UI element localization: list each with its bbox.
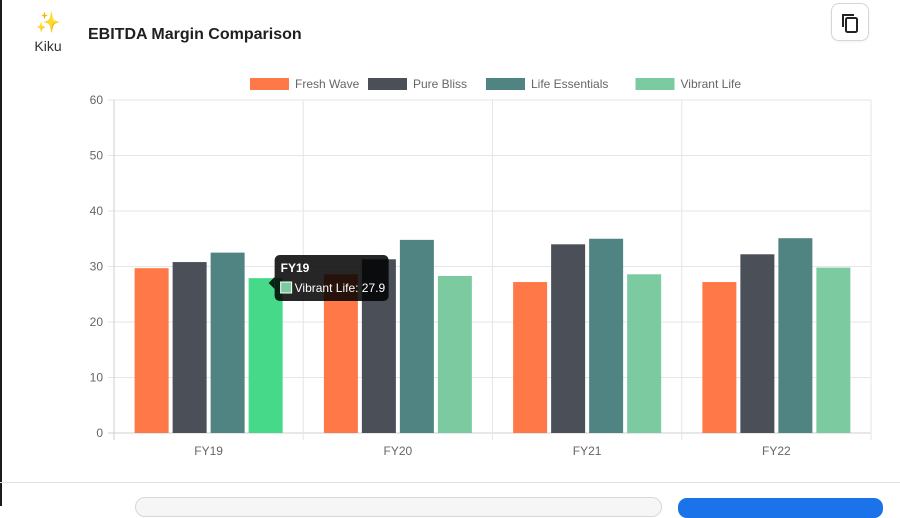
x-tick-label: FY22 bbox=[762, 444, 791, 458]
bar-fresh-wave-fy19 bbox=[134, 268, 169, 433]
x-tick-label: FY19 bbox=[194, 444, 223, 458]
tooltip: FY19 Vibrant Life: 27.9 bbox=[268, 255, 389, 301]
bar-fresh-wave-fy22 bbox=[702, 282, 737, 433]
legend-label: Life Essentials bbox=[531, 77, 608, 91]
tooltip-box bbox=[274, 255, 389, 301]
window-edge bbox=[0, 0, 2, 506]
y-tick-label: 60 bbox=[90, 93, 104, 107]
send-button[interactable] bbox=[678, 498, 883, 518]
bar-vibrant-life-fy19 bbox=[248, 278, 283, 433]
legend-swatch bbox=[250, 78, 289, 90]
y-tick-label: 40 bbox=[90, 204, 104, 218]
y-tick-label: 20 bbox=[90, 315, 104, 329]
bar-pure-bliss-fy22 bbox=[740, 254, 775, 433]
bar-pure-bliss-fy21 bbox=[551, 244, 586, 433]
footer-divider bbox=[0, 482, 900, 483]
bar-life-essentials-fy21 bbox=[589, 238, 624, 433]
x-tick-label: FY20 bbox=[384, 444, 413, 458]
tooltip-swatch bbox=[280, 281, 293, 294]
x-tick-label: FY21 bbox=[573, 444, 602, 458]
tooltip-title: FY19 bbox=[281, 261, 310, 275]
tooltip-label: Vibrant Life: 27.9 bbox=[295, 281, 386, 295]
bar-life-essentials-fy22 bbox=[778, 238, 813, 433]
legend-label: Fresh Wave bbox=[295, 77, 360, 91]
bar-chart: 0 10 20 30 40 50 60 FY19 FY20 FY21 FY22 Fresh Wave P… bbox=[90, 77, 872, 458]
legend-swatch bbox=[368, 78, 407, 90]
legend-label: Vibrant Life bbox=[681, 77, 742, 91]
bar-vibrant-life-fy21 bbox=[627, 274, 662, 433]
legend-swatch bbox=[635, 78, 675, 90]
app-name: Kiku bbox=[34, 38, 62, 54]
copy-button[interactable] bbox=[831, 3, 869, 41]
sparkles-icon: ✨ bbox=[35, 10, 61, 34]
y-tick-label: 50 bbox=[90, 149, 104, 163]
tooltip-caret bbox=[268, 277, 275, 289]
bar-vibrant-life-fy22 bbox=[816, 267, 851, 433]
legend-swatch bbox=[486, 78, 525, 90]
copy-icon bbox=[842, 14, 858, 33]
y-tick-label: 0 bbox=[96, 426, 103, 440]
y-tick-label: 30 bbox=[90, 260, 104, 274]
y-tick-label: 10 bbox=[90, 371, 104, 385]
legend-label: Pure Bliss bbox=[413, 77, 467, 91]
bar-vibrant-life-fy20 bbox=[437, 275, 472, 433]
bar-fresh-wave-fy21 bbox=[513, 282, 548, 433]
bar-life-essentials-fy20 bbox=[399, 239, 434, 433]
chart-title: EBITDA Margin Comparison bbox=[88, 26, 302, 43]
app-brand: ✨ Kiku bbox=[26, 10, 70, 54]
bar-pure-bliss-fy19 bbox=[172, 262, 207, 433]
bar-life-essentials-fy19 bbox=[210, 252, 245, 433]
message-input[interactable] bbox=[135, 497, 662, 517]
